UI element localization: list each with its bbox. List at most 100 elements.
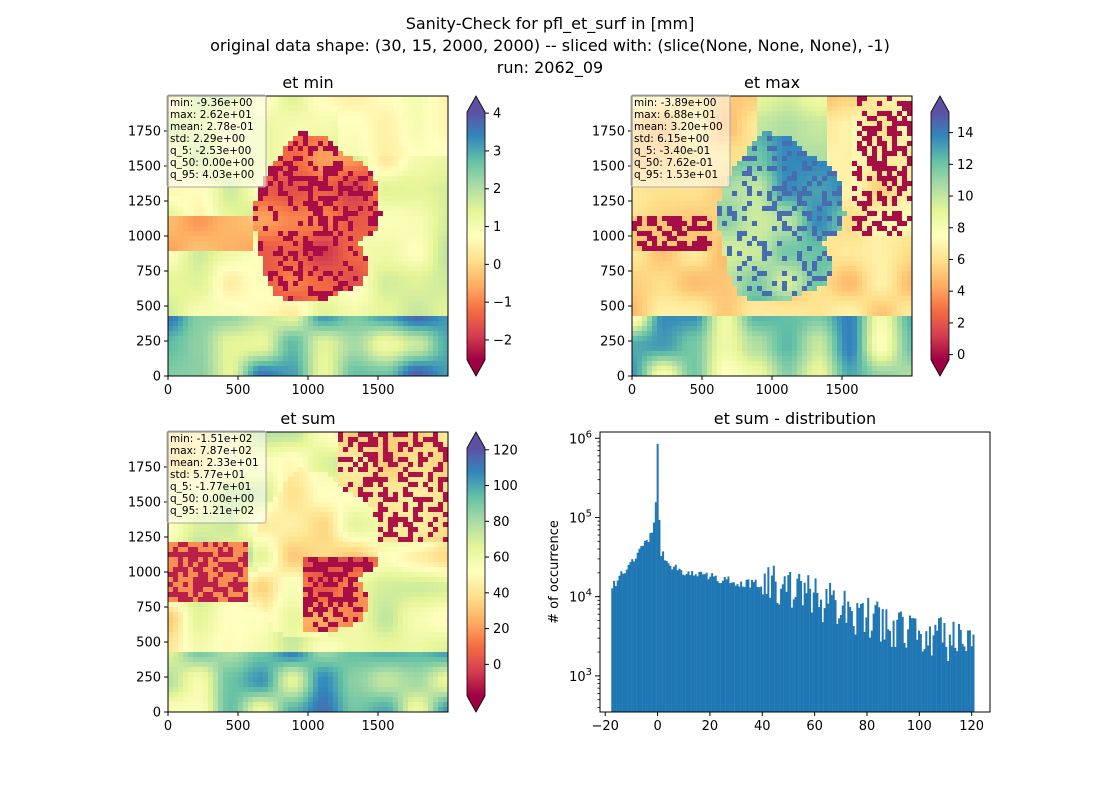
y-tick-label: 1750 bbox=[128, 125, 161, 140]
histogram-bar bbox=[722, 581, 724, 712]
colorbar-extend-max bbox=[467, 96, 485, 112]
x-tick-label: −20 bbox=[592, 719, 619, 734]
stats-line: q_5: -3.40e-01 bbox=[634, 145, 710, 157]
histogram-bar bbox=[923, 649, 925, 712]
histogram-bar bbox=[731, 582, 733, 712]
histogram-bar bbox=[697, 576, 699, 712]
colorbar-extend-max bbox=[467, 432, 485, 448]
histogram-bar bbox=[965, 651, 967, 712]
histogram-bar bbox=[767, 567, 769, 712]
histogram-bar bbox=[684, 575, 686, 712]
histogram-bar bbox=[760, 587, 762, 712]
histogram-bar bbox=[869, 638, 871, 712]
histogram-bar bbox=[954, 648, 956, 712]
histogram-bar bbox=[942, 643, 944, 712]
histogram-bar bbox=[668, 563, 670, 712]
histogram-bar bbox=[960, 630, 962, 712]
histogram-bar bbox=[624, 573, 626, 712]
histogram-bar bbox=[916, 640, 918, 712]
colorbar-tick-label: 20 bbox=[493, 622, 510, 637]
histogram-bar bbox=[740, 582, 742, 712]
y-tick-label: 1000 bbox=[592, 230, 625, 245]
histogram-bar bbox=[836, 624, 838, 712]
histogram-bar bbox=[902, 617, 904, 712]
histogram-bar bbox=[695, 574, 697, 712]
histogram-bar bbox=[829, 583, 831, 712]
histogram-bar bbox=[958, 624, 960, 712]
histogram-bar bbox=[646, 540, 648, 712]
y-tick-label: 103 bbox=[569, 667, 592, 685]
histogram-bar bbox=[853, 626, 855, 712]
histogram-bar bbox=[858, 608, 860, 712]
histogram-bar bbox=[838, 618, 840, 712]
histogram-bar bbox=[642, 546, 644, 712]
histogram-bar bbox=[873, 614, 875, 712]
histogram-bar bbox=[945, 647, 947, 712]
histogram-bar bbox=[749, 588, 751, 712]
histogram-bar bbox=[756, 587, 758, 712]
histogram-bar bbox=[800, 581, 802, 712]
y-axis-label: # of occurrence bbox=[547, 520, 562, 624]
y-tick-label: 105 bbox=[569, 508, 592, 526]
y-tick-label: 1000 bbox=[128, 566, 161, 581]
colorbar-tick-label: 80 bbox=[493, 515, 510, 530]
histogram-bar bbox=[911, 618, 913, 712]
histogram-bar bbox=[807, 575, 809, 712]
stats-line: max: 2.62e+01 bbox=[170, 109, 252, 121]
x-tick-label: 0 bbox=[653, 719, 661, 734]
stats-line: q_95: 1.53e+01 bbox=[634, 169, 718, 181]
x-tick-label: 1500 bbox=[825, 383, 858, 398]
histogram-bar bbox=[815, 578, 817, 712]
x-tick-label: 500 bbox=[690, 383, 715, 398]
colorbar-tick-label: 2 bbox=[493, 182, 501, 197]
histogram-bar bbox=[631, 559, 633, 712]
histogram-bar bbox=[680, 570, 682, 712]
histogram-bar bbox=[876, 602, 878, 712]
y-tick-label: 0 bbox=[617, 370, 625, 385]
colorbar-tick-label: −2 bbox=[493, 333, 512, 348]
histogram-bar bbox=[796, 579, 798, 712]
histogram-bar bbox=[878, 607, 880, 712]
histogram-bar bbox=[967, 630, 969, 712]
histogram-bar bbox=[717, 581, 719, 712]
histogram-bar bbox=[737, 584, 739, 712]
colorbar-tick-label: 12 bbox=[957, 158, 974, 173]
histogram-bar bbox=[963, 646, 965, 712]
panel-title: et sum bbox=[280, 409, 335, 428]
histogram-bar bbox=[865, 617, 867, 712]
histogram-bar bbox=[936, 631, 938, 712]
histogram-bar bbox=[628, 565, 630, 712]
histogram-bar bbox=[707, 579, 709, 712]
histogram-bar bbox=[687, 571, 689, 712]
histogram-bar bbox=[622, 574, 624, 712]
y-tick-label: 1750 bbox=[592, 125, 625, 140]
histogram-bar bbox=[782, 584, 784, 712]
histogram-bar bbox=[884, 640, 886, 712]
histogram-bar bbox=[953, 622, 955, 712]
stats-line: min: -9.36e+00 bbox=[170, 97, 252, 109]
panel-title: et max bbox=[744, 73, 800, 92]
colorbar-gradient bbox=[467, 112, 485, 360]
histogram-bar bbox=[653, 523, 655, 712]
histogram-bar bbox=[611, 588, 613, 712]
histogram-bar bbox=[862, 603, 864, 712]
histogram-bar bbox=[940, 617, 942, 712]
histogram-bar bbox=[904, 643, 906, 712]
histogram-bar bbox=[816, 593, 818, 712]
stats-line: mean: 3.20e+00 bbox=[634, 121, 723, 133]
histogram-bar bbox=[633, 561, 635, 712]
x-tick-label: 100 bbox=[907, 719, 932, 734]
stats-line: mean: 2.33e+01 bbox=[170, 457, 259, 469]
histogram-bar bbox=[775, 582, 777, 712]
histogram-bar bbox=[856, 603, 858, 712]
histogram-bar bbox=[780, 589, 782, 712]
histogram-bar bbox=[845, 623, 847, 712]
histogram-bar bbox=[805, 593, 807, 712]
histogram-bar bbox=[874, 605, 876, 712]
histogram-bar bbox=[860, 604, 862, 712]
